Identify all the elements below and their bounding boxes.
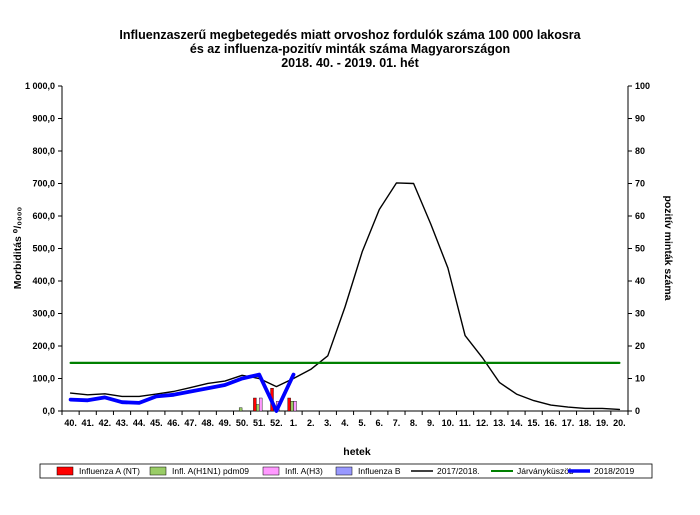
legend-swatch <box>149 466 167 476</box>
x-tick-label: 1. <box>290 418 298 428</box>
y-tick-label: 600,0 <box>32 211 55 221</box>
legend-label: 2017/2018. <box>437 466 480 476</box>
y-tick-label: 1 000,0 <box>25 81 55 91</box>
bar <box>287 397 291 412</box>
x-tick-label: 20. <box>613 418 626 428</box>
x-tick-label: 11. <box>459 418 471 428</box>
legend-label: 2018/2019 <box>594 466 634 476</box>
legend-label: Járványküszöb <box>517 466 574 476</box>
y-tick-label: 400,0 <box>32 276 55 286</box>
legend-swatch <box>262 466 280 476</box>
x-tick-label: 4. <box>341 418 349 428</box>
x-tick-label: 43. <box>116 418 129 428</box>
y-tick-label: 500,0 <box>32 244 55 254</box>
bar <box>259 397 263 412</box>
x-tick-label: 52. <box>270 418 283 428</box>
x-tick-label: 9. <box>427 418 435 428</box>
y2-tick-label: 20 <box>635 341 645 351</box>
y-axis-label: Morbiditás ⁰/₀₀₀₀ <box>12 207 24 290</box>
y-tick-label: 900,0 <box>32 114 55 124</box>
x-tick-label: 13. <box>493 418 506 428</box>
y2-tick-label: 60 <box>635 211 645 221</box>
x-tick-label: 2. <box>307 418 315 428</box>
y2-tick-label: 90 <box>635 114 645 124</box>
bar <box>238 407 243 412</box>
y2-tick-label: 30 <box>635 309 645 319</box>
legend-swatch <box>335 466 353 476</box>
x-tick-label: 19. <box>596 418 609 428</box>
x-tick-label: 6. <box>376 418 384 428</box>
series-line <box>68 372 296 413</box>
x-tick-label: 40. <box>64 418 77 428</box>
series-line <box>69 182 621 411</box>
y-tick-label: 200,0 <box>32 341 55 351</box>
x-tick-label: 46. <box>167 418 180 428</box>
x-tick-label: 45. <box>150 418 163 428</box>
x-tick-label: 41. <box>81 418 94 428</box>
y-tick-label: 700,0 <box>32 179 55 189</box>
x-tick-label: 3. <box>324 418 332 428</box>
y2-tick-label: 80 <box>635 146 645 156</box>
legend: Influenza A (NT) Infl. A(H1N1) pdm09 Infl.… <box>39 463 653 479</box>
x-axis-label: hetek <box>343 446 371 458</box>
y2-tick-label: 0 <box>635 406 640 416</box>
y2-tick-label: 100 <box>635 81 650 91</box>
x-tick-label: 16. <box>545 418 558 428</box>
legend-label: Influenza B <box>358 466 401 476</box>
x-tick-label: 51. <box>253 418 266 428</box>
chart-title-line-1: Influenzaszerű megbetegedés miatt orvosh… <box>119 28 581 42</box>
x-tick-label: 47. <box>184 418 197 428</box>
y2-tick-label: 40 <box>635 276 645 286</box>
x-tick-label: 7. <box>393 418 401 428</box>
legend-swatch <box>56 466 74 476</box>
chart-title-line-2: és az influenza-pozitív minták száma Mag… <box>190 42 510 56</box>
legend-label: Influenza A (NT) <box>79 466 140 476</box>
bar <box>256 404 260 412</box>
y-tick-label: 100,0 <box>32 374 55 384</box>
x-tick-label: 48. <box>202 418 215 428</box>
y2-tick-label: 50 <box>635 244 645 254</box>
y2-tick-label: 10 <box>635 374 645 384</box>
x-tick-label: 10. <box>442 418 455 428</box>
x-tick-label: 17. <box>562 418 575 428</box>
bar <box>290 401 294 412</box>
x-tick-label: 49. <box>219 418 232 428</box>
legend-label: Infl. A(H1N1) pdm09 <box>172 466 249 476</box>
x-tick-label: 5. <box>358 418 366 428</box>
x-tick-label: 44. <box>133 418 146 428</box>
x-tick-label: 18. <box>579 418 592 428</box>
y2-tick-label: 70 <box>635 179 645 189</box>
bar <box>293 401 297 412</box>
chart-title-line-3: 2018. 40. - 2019. 01. hét <box>281 56 419 70</box>
y2-axis-label: pozitív minták száma <box>662 195 674 300</box>
bar <box>253 397 257 412</box>
plot-area: 0,0 100,0 200,0 300,0 400,0 500,0 600,0 700,0 80… <box>25 81 650 428</box>
y-tick-label: 0,0 <box>42 406 55 416</box>
x-tick-label: 12. <box>476 418 489 428</box>
legend-label: Infl. A(H3) <box>285 466 323 476</box>
y-tick-label: 800,0 <box>32 146 55 156</box>
x-tick-label: 50. <box>236 418 249 428</box>
y-tick-label: 300,0 <box>32 309 55 319</box>
x-tick-label: 15. <box>527 418 540 428</box>
x-tick-label: 8. <box>410 418 418 428</box>
x-tick-label: 14. <box>510 418 523 428</box>
x-tick-label: 42. <box>99 418 112 428</box>
